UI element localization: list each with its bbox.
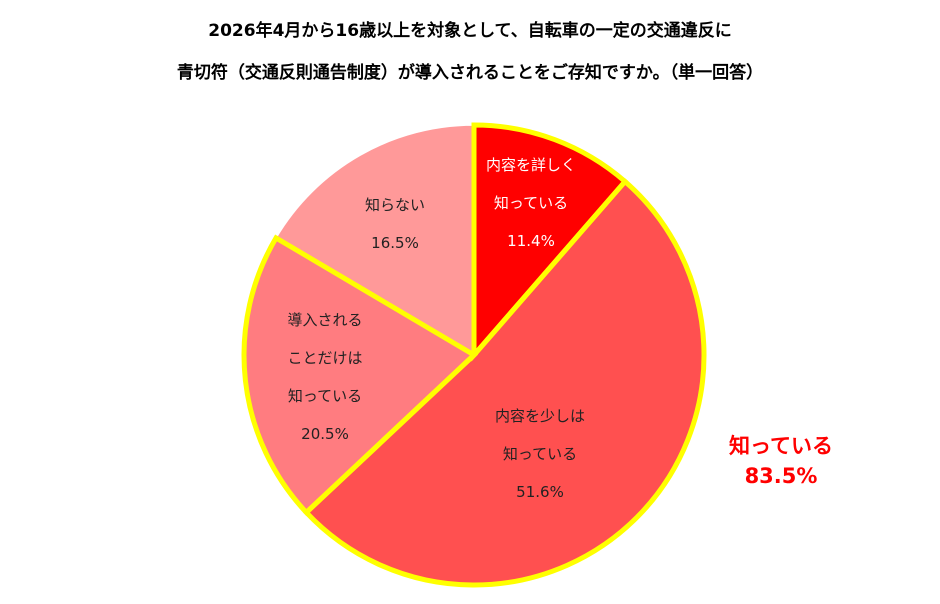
slice-category-label-1: 知っている: [494, 194, 568, 212]
slice-value-label-4: 16.5%: [371, 234, 419, 252]
chart-title-line-2: 青切符（交通反則通告制度）が導入されることをご存知ですか。（単一回答）: [176, 63, 764, 83]
slice-category-label-3: 知っている: [288, 387, 362, 405]
known-total-value: 83.5%: [744, 464, 818, 488]
slice-value-label-1: 11.4%: [507, 232, 555, 250]
slice-value-label-3: 20.5%: [301, 425, 349, 443]
slice-category-label-2: 内容を少しは: [495, 407, 585, 425]
chart-title-line-1: 2026年4月から16歳以上を対象として、自転車の一定の交通違反に: [208, 21, 732, 41]
pie-slice-4: [275, 124, 475, 357]
slice-category-label-2: 知っている: [503, 445, 577, 463]
highlight-border-2: [302, 177, 707, 588]
known-total-label: 知っている: [729, 434, 833, 458]
highlight-border-1: [471, 122, 629, 362]
slice-category-label-4: 知らない: [365, 196, 425, 214]
slice-category-label-3: 導入される: [287, 311, 362, 329]
slice-value-label-2: 51.6%: [516, 483, 564, 501]
slice-category-label-3: ことだけは: [287, 349, 362, 367]
slice-category-label-1: 内容を詳しく: [486, 156, 576, 174]
highlight-border-3: [241, 234, 479, 516]
